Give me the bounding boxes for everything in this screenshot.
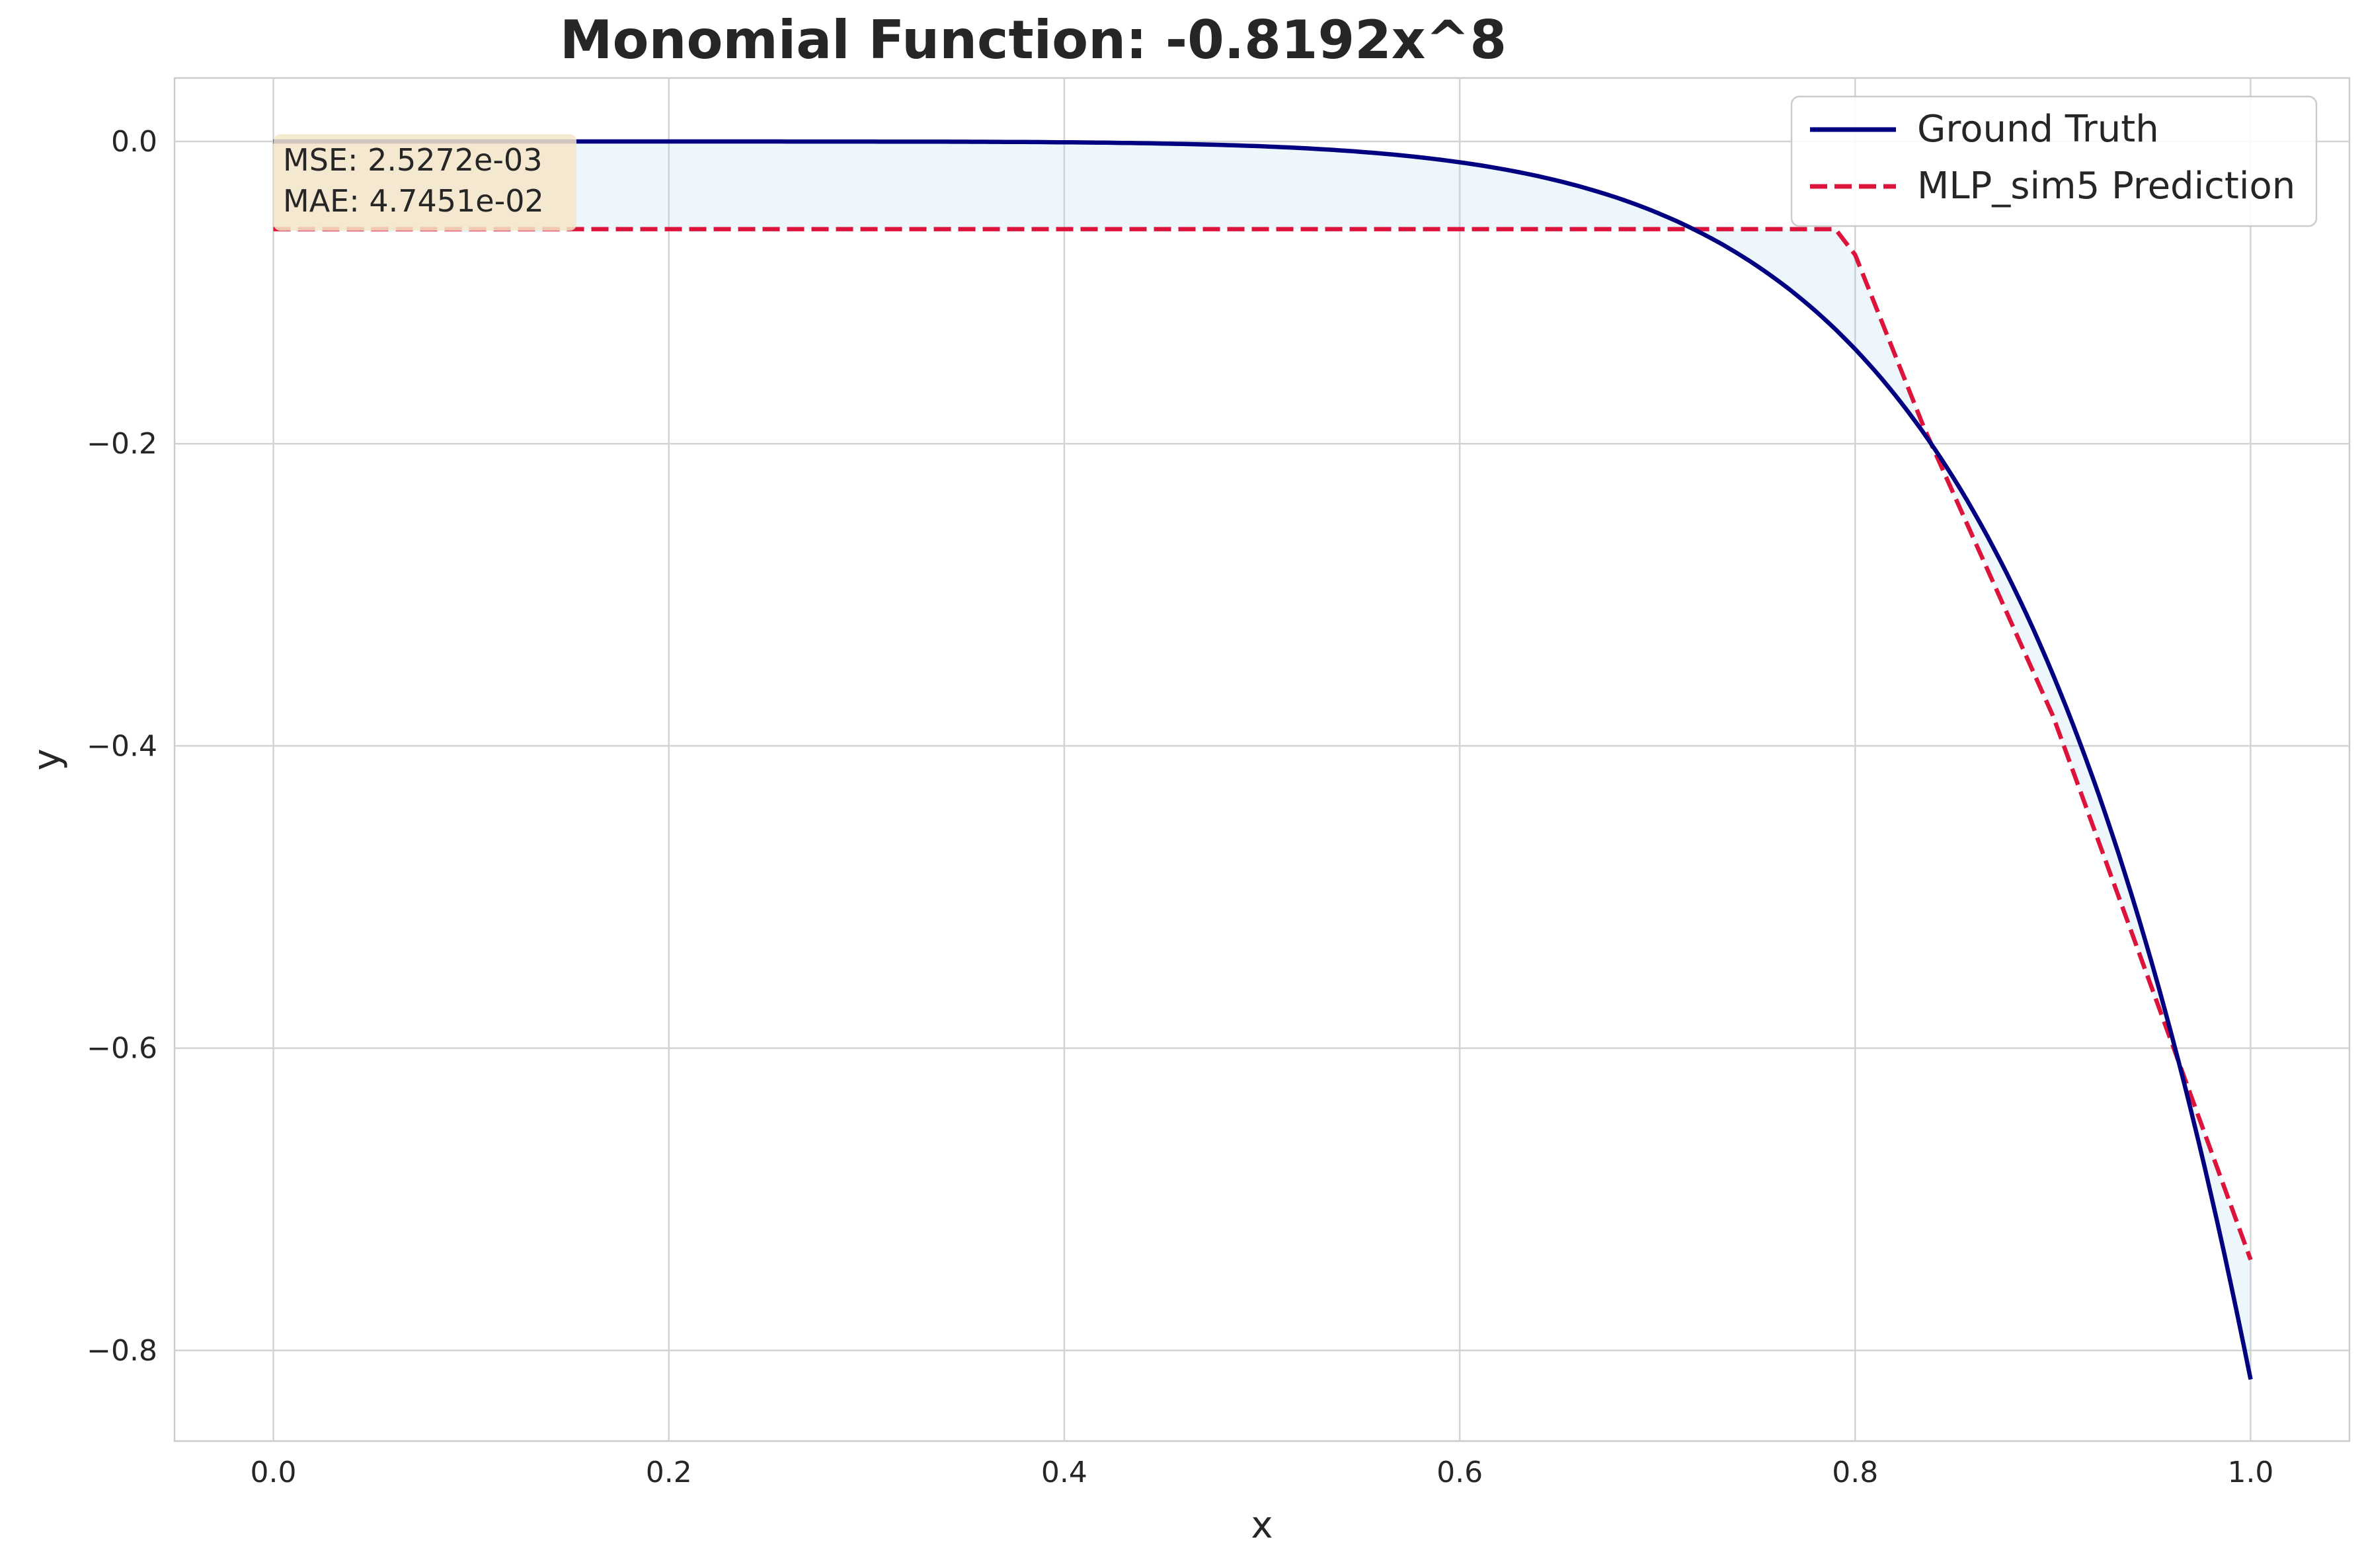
metrics-mae-text: MAE: 4.7451e-02 [283, 183, 544, 219]
grid-lines [175, 78, 2349, 1441]
legend-label-ground-truth: Ground Truth [1917, 108, 2159, 151]
series-line-prediction [273, 227, 2253, 1261]
series-line-ground-truth [273, 139, 2253, 1380]
y-tick-label: −0.6 [87, 1032, 157, 1066]
legend-box [1790, 95, 2318, 227]
metrics-mse-text: MSE: 2.5272e-03 [283, 142, 542, 178]
x-tick-label: 0.2 [646, 1456, 692, 1489]
x-tick-label: 1.0 [2227, 1456, 2273, 1489]
y-tick-label: −0.8 [87, 1334, 157, 1368]
y-axis-label: y [26, 748, 69, 770]
y-tick-label: −0.4 [87, 729, 157, 763]
metrics-annotation-box [274, 134, 576, 231]
chart-title: Monomial Function: -0.8192x^8 [560, 9, 1507, 71]
x-tick-label: 0.8 [1832, 1456, 1878, 1489]
y-tick-label: −0.2 [87, 427, 157, 461]
series-lines [273, 139, 2253, 1380]
x-axis-label: x [1251, 1504, 1273, 1547]
metrics-annotation: MSE: 2.5272e-03 MAE: 4.7451e-02 [274, 134, 576, 231]
plot-area [173, 77, 2351, 1442]
x-tick-label: 0.6 [1437, 1456, 1483, 1489]
y-tick-labels: 0.0 −0.2 −0.4 −0.6 −0.8 [87, 125, 157, 1368]
legend: Ground Truth MLP_sim5 Prediction [1790, 95, 2318, 227]
y-tick-label: 0.0 [111, 125, 157, 159]
x-tick-label: 0.4 [1041, 1456, 1087, 1489]
x-tick-labels: 0.0 0.2 0.4 0.6 0.8 1.0 [251, 1456, 2274, 1489]
x-tick-label: 0.0 [251, 1456, 297, 1489]
legend-label-prediction: MLP_sim5 Prediction [1917, 165, 2295, 208]
